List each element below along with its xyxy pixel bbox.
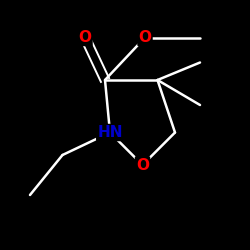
Text: O: O bbox=[138, 30, 151, 45]
Text: HN: HN bbox=[97, 125, 123, 140]
Text: O: O bbox=[136, 158, 149, 172]
Text: O: O bbox=[78, 30, 92, 45]
